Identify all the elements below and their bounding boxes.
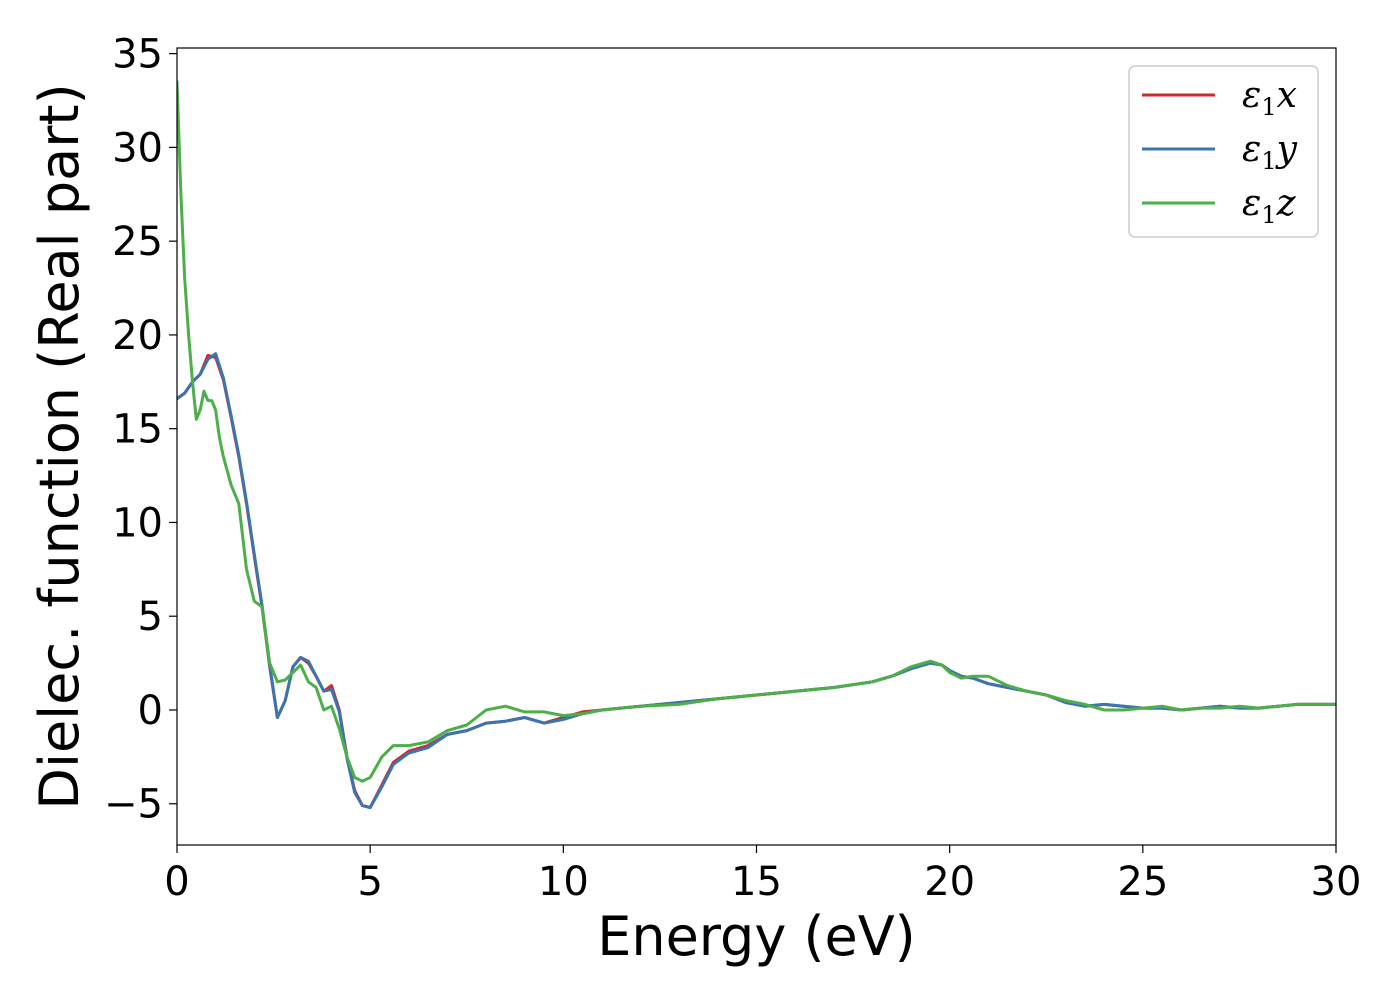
y-tick-label: 20 bbox=[112, 313, 163, 359]
x-tick-label: 20 bbox=[924, 859, 975, 905]
x-axis-label: Energy (eV) bbox=[597, 905, 916, 968]
x-tick-label: 15 bbox=[731, 859, 782, 905]
y-tick-label: 25 bbox=[112, 219, 163, 265]
y-tick-label: 5 bbox=[138, 594, 163, 640]
y-tick-label: 10 bbox=[112, 500, 163, 546]
x-tick-label: 5 bbox=[357, 859, 382, 905]
legend-label-y: ε1y bbox=[1242, 129, 1298, 175]
legend-label-x: ε1x bbox=[1242, 75, 1297, 121]
y-tick-label: 15 bbox=[112, 407, 163, 453]
x-tick-label: 10 bbox=[538, 859, 589, 905]
y-tick-label: −5 bbox=[104, 782, 163, 828]
y-tick-label: 0 bbox=[138, 688, 163, 734]
legend-label-z: ε1z bbox=[1242, 183, 1297, 229]
y-tick-label: 30 bbox=[112, 125, 163, 171]
x-tick-label: 30 bbox=[1311, 859, 1362, 905]
x-tick-label: 25 bbox=[1117, 859, 1168, 905]
x-tick-label: 0 bbox=[164, 859, 189, 905]
series-line-y bbox=[177, 352, 1336, 809]
series-layer bbox=[177, 80, 1336, 809]
x-axis: 0 5 10 15 20 25 30 bbox=[164, 845, 1361, 905]
y-axis: −5 0 5 10 15 20 25 30 35 bbox=[104, 32, 177, 828]
legend: ε1x ε1y ε1z bbox=[1128, 65, 1319, 238]
series-line-z bbox=[177, 80, 1336, 783]
y-tick-label: 35 bbox=[112, 32, 163, 78]
y-axis-label: Dielec. function (Real part) bbox=[28, 83, 91, 809]
series-line-x bbox=[177, 354, 1336, 809]
legend-box bbox=[1128, 65, 1319, 238]
